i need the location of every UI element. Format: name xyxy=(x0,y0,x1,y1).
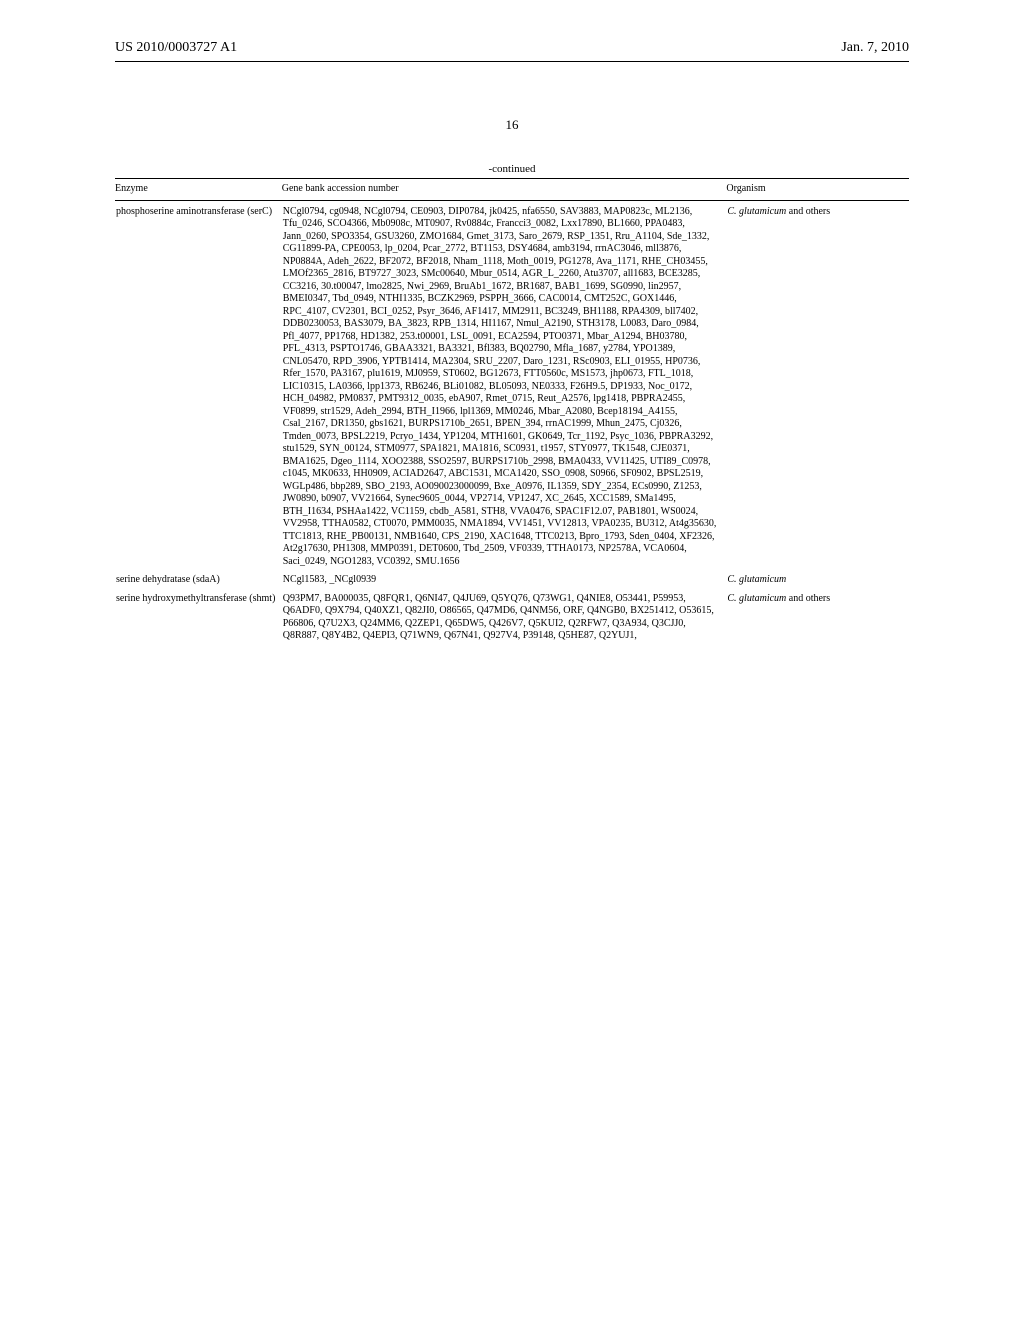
genebank-cell: NCgl0794, cg0948, NCgl0794, CE0903, DIP0… xyxy=(282,200,727,569)
enzyme-cell: serine hydroxymethyltransferase (shmt) xyxy=(115,588,282,644)
th-genebank: Gene bank accession number xyxy=(282,179,727,201)
genebank-cell: Q93PM7, BA000035, Q8FQR1, Q6NI47, Q4JU69… xyxy=(282,588,727,644)
table-header-row: Enzyme Gene bank accession number Organi… xyxy=(115,179,909,201)
table-row: serine dehydratase (sdaA) NCgl1583, _NCg… xyxy=(115,569,909,588)
continued-label: -continued xyxy=(115,163,909,175)
organism-suffix: and others xyxy=(786,593,830,604)
th-enzyme: Enzyme xyxy=(115,179,282,201)
organism-italic: C. glutamicum xyxy=(727,574,786,585)
organism-cell: C. glutamicum and others xyxy=(726,200,909,569)
table-row: serine hydroxymethyltransferase (shmt) Q… xyxy=(115,588,909,644)
patent-id: US 2010/0003727 A1 xyxy=(115,40,237,56)
table-row: phosphoserine aminotransferase (serC) NC… xyxy=(115,200,909,569)
th-organism: Organism xyxy=(726,179,909,201)
enzyme-cell: serine dehydratase (sdaA) xyxy=(115,569,282,588)
enzyme-table: Enzyme Gene bank accession number Organi… xyxy=(115,178,909,644)
organism-italic: C. glutamicum xyxy=(727,593,786,604)
organism-italic: C. glutamicum xyxy=(727,206,786,217)
enzyme-cell: phosphoserine aminotransferase (serC) xyxy=(115,200,282,569)
organism-cell: C. glutamicum xyxy=(726,569,909,588)
page-header: US 2010/0003727 A1 Jan. 7, 2010 xyxy=(115,40,909,62)
organism-cell: C. glutamicum and others xyxy=(726,588,909,644)
page-number: 16 xyxy=(115,117,909,133)
organism-suffix: and others xyxy=(786,206,830,217)
genebank-cell: NCgl1583, _NCgl0939 xyxy=(282,569,727,588)
patent-date: Jan. 7, 2010 xyxy=(841,40,909,56)
